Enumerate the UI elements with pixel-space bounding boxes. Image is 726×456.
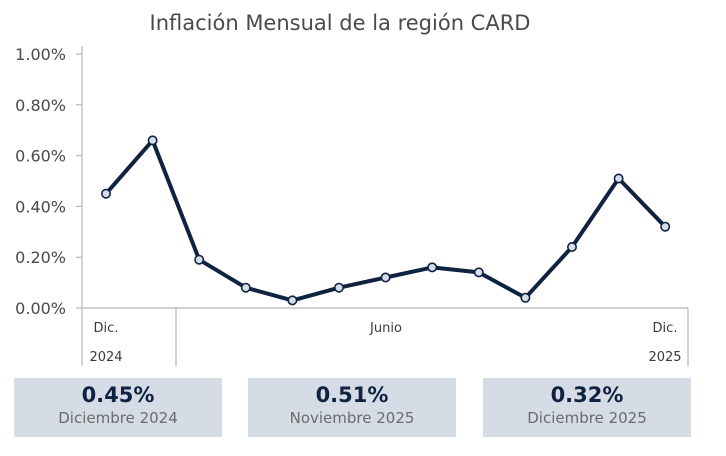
data-point xyxy=(240,282,251,293)
data-point xyxy=(660,221,671,232)
x-tick-dec-2025: Dic. xyxy=(653,321,678,336)
data-point xyxy=(520,292,531,303)
data-point xyxy=(427,262,438,273)
y-tick-label: 1.00% xyxy=(15,45,66,64)
data-point xyxy=(287,295,298,306)
data-point xyxy=(566,242,577,253)
y-tick-label: 0.00% xyxy=(15,299,66,318)
chart-title: Inflación Mensual de la región CARD xyxy=(150,11,531,35)
summary-card-nov-2025: 0.51% Noviembre 2025 xyxy=(248,378,456,437)
y-tick-label: 0.80% xyxy=(15,96,66,115)
data-point xyxy=(473,267,484,278)
card-label: Diciembre 2024 xyxy=(58,409,178,427)
data-point xyxy=(333,282,344,293)
y-tick-label: 0.20% xyxy=(15,248,66,267)
summary-card-dec-2025: 0.32% Diciembre 2025 xyxy=(483,378,691,437)
data-point xyxy=(101,188,112,199)
data-point xyxy=(380,272,391,283)
line-chart: Inflación Mensual de la región CARD 1.00… xyxy=(15,11,689,366)
x-tick-year-2025: 2025 xyxy=(648,350,681,365)
data-point xyxy=(194,254,205,265)
card-value: 0.51% xyxy=(315,383,389,407)
y-tick-label: 0.40% xyxy=(15,197,66,216)
card-label: Diciembre 2025 xyxy=(527,409,647,427)
card-label: Noviembre 2025 xyxy=(289,409,415,427)
x-tick-june: Junio xyxy=(369,321,402,336)
data-points xyxy=(101,135,671,306)
x-tick-dec-2024: Dic. xyxy=(94,321,119,336)
y-tick-label: 0.60% xyxy=(15,147,66,166)
summary-card-dec-2024: 0.45% Diciembre 2024 xyxy=(14,378,222,437)
data-point xyxy=(613,173,624,184)
y-axis-ticks: 1.00% 0.80% 0.60% 0.40% 0.20% 0.00% xyxy=(15,45,82,318)
x-tick-year-2024: 2024 xyxy=(89,350,122,365)
card-value: 0.45% xyxy=(81,383,155,407)
data-point xyxy=(147,135,158,146)
card-value: 0.32% xyxy=(550,383,624,407)
